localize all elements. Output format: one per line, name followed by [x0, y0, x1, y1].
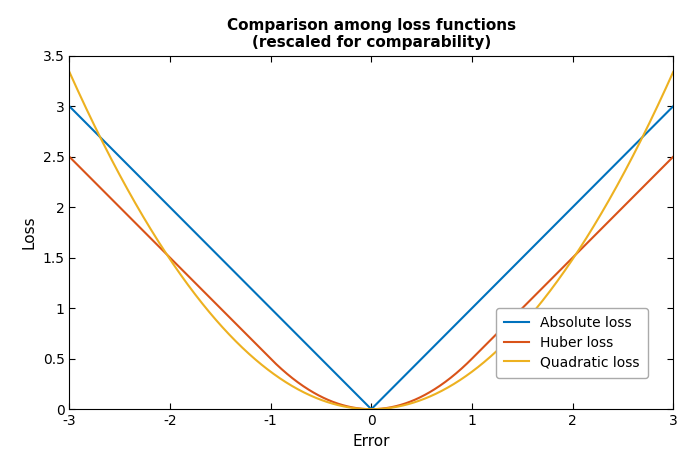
X-axis label: Error: Error [353, 434, 390, 449]
Legend: Absolute loss, Huber loss, Quadratic loss: Absolute loss, Huber loss, Quadratic los… [496, 308, 648, 378]
Title: Comparison among loss functions
(rescaled for comparability): Comparison among loss functions (rescale… [227, 18, 516, 51]
Y-axis label: Loss: Loss [22, 216, 37, 249]
